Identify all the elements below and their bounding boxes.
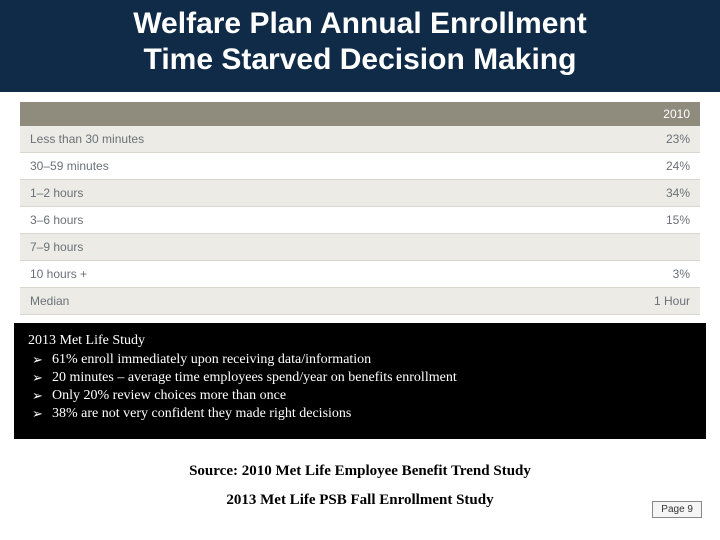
source-line-2: 2013 Met Life PSB Fall Enrollment Study [0,492,720,509]
title-banner: Welfare Plan Annual Enrollment Time Star… [0,0,720,92]
table-body: Less than 30 minutes23%30–59 minutes24%1… [20,126,700,315]
study-bullet-list: 61% enroll immediately upon receiving da… [28,351,692,423]
title-line-2: Time Starved Decision Making [144,43,577,76]
slide: Welfare Plan Annual Enrollment Time Star… [0,0,720,540]
study-bullet: 38% are not very confident they made rig… [32,405,692,423]
study-bullet: 20 minutes – average time employees spen… [32,369,692,387]
table-cell: 23% [500,126,700,153]
title-line-1: Welfare Plan Annual Enrollment [133,7,586,40]
data-table-wrap: 2010 Less than 30 minutes23%30–59 minute… [20,102,700,315]
table-row: 10 hours +3% [20,261,700,288]
table-header-cell [20,102,500,126]
study-bullet: 61% enroll immediately upon receiving da… [32,351,692,369]
table-cell: Less than 30 minutes [20,126,500,153]
table-header-row: 2010 [20,102,700,126]
table-cell: 24% [500,153,700,180]
time-spent-table: 2010 Less than 30 minutes23%30–59 minute… [20,102,700,315]
table-cell: 7–9 hours [20,234,500,261]
table-cell: 30–59 minutes [20,153,500,180]
study-heading: 2013 Met Life Study [28,333,692,349]
table-cell: Median [20,288,500,315]
table-cell: 1–2 hours [20,180,500,207]
table-header-cell: 2010 [500,102,700,126]
table-row: Less than 30 minutes23% [20,126,700,153]
table-cell: 15% [500,207,700,234]
table-row: 3–6 hours15% [20,207,700,234]
slide-title: Welfare Plan Annual Enrollment Time Star… [20,6,700,78]
table-row: 7–9 hours [20,234,700,261]
table-row: Median1 Hour [20,288,700,315]
study-bullet: Only 20% review choices more than once [32,387,692,405]
table-cell [500,234,700,261]
table-row: 1–2 hours34% [20,180,700,207]
table-cell: 10 hours + [20,261,500,288]
source-line-1: Source: 2010 Met Life Employee Benefit T… [0,463,720,480]
page-number: Page 9 [652,501,702,518]
table-row: 30–59 minutes24% [20,153,700,180]
table-cell: 1 Hour [500,288,700,315]
study-findings-box: 2013 Met Life Study 61% enroll immediate… [14,323,706,439]
table-cell: 3–6 hours [20,207,500,234]
table-cell: 34% [500,180,700,207]
table-cell: 3% [500,261,700,288]
